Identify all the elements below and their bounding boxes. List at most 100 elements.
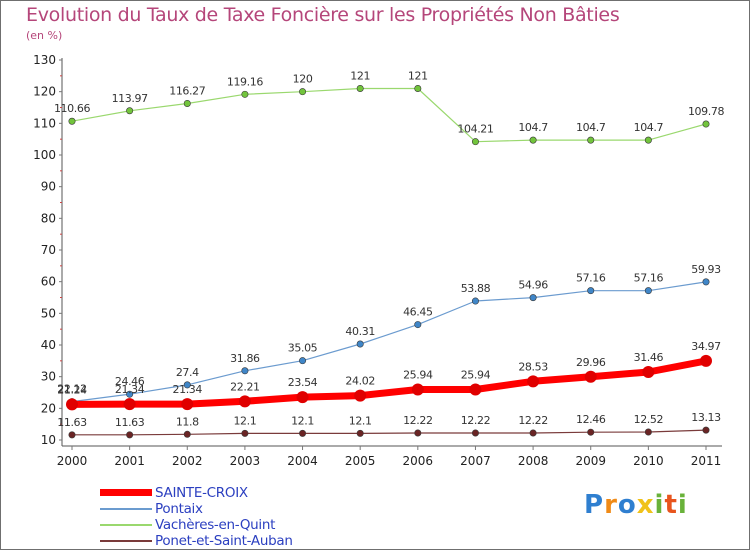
data-label-ponet-et-saint-auban: 12.1 (291, 414, 314, 427)
data-point-pontaix (183, 381, 191, 389)
data-label-pontaix: 40.31 (345, 325, 375, 338)
logo-letter: t (664, 490, 678, 520)
chart-title: Evolution du Taux de Taxe Foncière sur l… (26, 4, 620, 26)
data-label-ponet-et-saint-auban: 12.22 (403, 414, 433, 427)
data-label-pontaix: 22.12 (57, 383, 87, 396)
data-label-sainte-croix: 21.34 (173, 383, 203, 396)
data-point-vach-res-en-quint (529, 136, 537, 144)
data-label-vach-res-en-quint: 109.78 (688, 105, 724, 118)
y-tick-label: 130 (33, 53, 56, 67)
series-line-ponet-et-saint-auban (71, 429, 707, 436)
y-tick-label: 50 (41, 306, 56, 320)
series-line-sainte-croix (68, 357, 710, 408)
logo-letter: x (636, 490, 655, 520)
data-point-ponet-et-saint-auban (644, 428, 652, 436)
data-point-ponet-et-saint-auban (68, 431, 76, 439)
data-label-vach-res-en-quint: 104.7 (518, 121, 548, 134)
data-point-sainte-croix (642, 366, 655, 379)
logo-letter: P (584, 490, 605, 520)
data-label-ponet-et-saint-auban: 11.8 (176, 415, 199, 428)
data-point-ponet-et-saint-auban (126, 431, 134, 439)
series-line-vach-res-en-quint (71, 87, 707, 143)
data-point-sainte-croix (354, 389, 367, 402)
data-label-pontaix: 31.86 (230, 352, 260, 365)
data-label-pontaix: 57.16 (576, 272, 606, 285)
y-tick-label: 70 (41, 243, 56, 257)
data-point-vach-res-en-quint (471, 138, 479, 146)
data-point-ponet-et-saint-auban (183, 430, 191, 438)
legend-label: SAINTE-CROIX (155, 485, 248, 501)
x-tick-label: 2009 (575, 454, 606, 468)
y-tick-label: 120 (33, 85, 56, 99)
data-label-vach-res-en-quint: 119.16 (227, 75, 263, 88)
data-label-vach-res-en-quint: 121 (408, 70, 428, 83)
data-point-ponet-et-saint-auban (241, 429, 249, 437)
data-point-sainte-croix (238, 395, 251, 408)
data-label-sainte-croix: 31.46 (634, 351, 664, 364)
y-tick-label: 10 (41, 433, 56, 447)
data-label-pontaix: 46.45 (403, 306, 433, 319)
x-tick-label: 2006 (403, 454, 434, 468)
x-tick-label: 2011 (691, 454, 722, 468)
data-label-vach-res-en-quint: 104.7 (634, 121, 664, 134)
x-tick-label: 2004 (287, 454, 318, 468)
data-point-pontaix (299, 357, 307, 365)
data-label-sainte-croix: 22.21 (230, 380, 260, 393)
data-point-vach-res-en-quint (356, 85, 364, 93)
data-labels-layer: 11.63 11.63 11.8 12.1 12.1 12.1 12.22 12.22 12.2… (54, 70, 725, 429)
legend-swatch (100, 540, 152, 542)
data-label-sainte-croix: 25.94 (403, 369, 433, 382)
data-point-vach-res-en-quint (587, 136, 595, 144)
x-tick-label: 2005 (345, 454, 376, 468)
data-point-sainte-croix (527, 375, 540, 388)
data-label-ponet-et-saint-auban: 12.1 (233, 414, 256, 427)
data-point-vach-res-en-quint (241, 90, 249, 98)
data-label-sainte-croix: 21.34 (115, 383, 145, 396)
data-label-pontaix: 59.93 (691, 263, 721, 276)
data-label-sainte-croix: 24.02 (345, 375, 375, 388)
x-tick-label: 2003 (230, 454, 261, 468)
data-label-ponet-et-saint-auban: 12.22 (518, 414, 548, 427)
x-tick-label: 2001 (114, 454, 145, 468)
data-point-ponet-et-saint-auban (414, 429, 422, 437)
data-point-pontaix (241, 367, 249, 375)
data-label-ponet-et-saint-auban: 12.1 (349, 414, 372, 427)
y-tick-label: 30 (41, 370, 56, 384)
data-label-ponet-et-saint-auban: 12.22 (461, 414, 491, 427)
data-label-vach-res-en-quint: 113.97 (112, 92, 148, 105)
data-label-ponet-et-saint-auban: 12.46 (576, 413, 606, 426)
logo-letter: i (654, 490, 665, 520)
legend-swatch (100, 524, 152, 526)
data-label-pontaix: 24.46 (115, 375, 145, 388)
data-point-sainte-croix (181, 398, 194, 411)
data-label-pontaix: 54.96 (518, 279, 548, 292)
data-label-sainte-croix: 21.24 (57, 383, 87, 396)
y-tick-label: 90 (41, 180, 56, 194)
proxiti-logo: Proxiti (584, 490, 688, 520)
x-tick-label: 2007 (460, 454, 491, 468)
unit-label: (en %) (26, 29, 63, 42)
data-label-ponet-et-saint-auban: 13.13 (691, 411, 721, 424)
y-tick-label: 100 (33, 148, 56, 162)
legend-label: Vachères-en-Quint (155, 517, 276, 533)
data-label-sainte-croix: 25.94 (461, 369, 491, 382)
series-line-pontaix (71, 281, 707, 403)
data-point-ponet-et-saint-auban (471, 429, 479, 437)
data-label-ponet-et-saint-auban: 12.52 (634, 413, 664, 426)
data-label-sainte-croix: 34.97 (691, 340, 721, 353)
data-point-pontaix (529, 294, 537, 302)
data-point-vach-res-en-quint (702, 120, 710, 128)
logo-letter: r (604, 490, 618, 520)
logo-letter: o (617, 490, 637, 520)
data-point-vach-res-en-quint (414, 85, 422, 93)
data-label-vach-res-en-quint: 104.21 (457, 123, 493, 136)
data-point-vach-res-en-quint (644, 136, 652, 144)
data-point-pontaix (644, 287, 652, 295)
data-point-vach-res-en-quint (183, 99, 191, 107)
data-point-sainte-croix (66, 398, 78, 411)
data-label-ponet-et-saint-auban: 11.63 (57, 416, 87, 429)
y-tick-label: 60 (41, 275, 56, 289)
data-label-sainte-croix: 23.54 (288, 376, 318, 389)
data-point-sainte-croix (296, 391, 309, 404)
data-point-ponet-et-saint-auban (529, 429, 537, 437)
